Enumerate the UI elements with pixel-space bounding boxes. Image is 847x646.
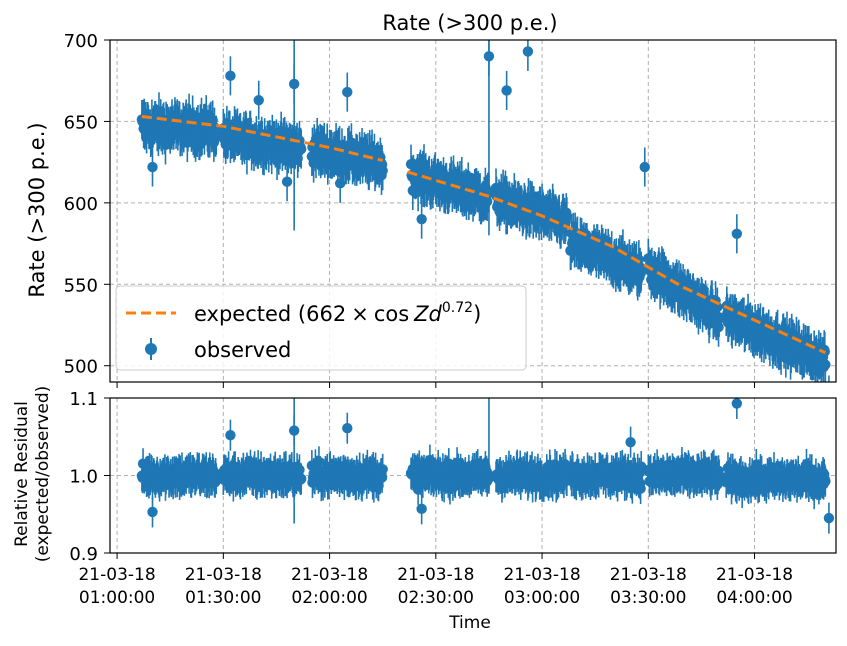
observed-point-marker [633, 254, 645, 265]
x-tick-label-date: 21-03-18 [78, 565, 155, 585]
observed-point-marker [643, 253, 654, 264]
observed-point-marker [418, 158, 430, 169]
expected-curve-segment [141, 115, 384, 162]
observed-point-marker [346, 137, 357, 148]
observed-point-marker [561, 211, 573, 222]
residual-y-axis-label-line1: Relative Residual [12, 401, 32, 547]
x-tick-label-time: 03:30:00 [610, 588, 686, 608]
residual-point-marker [820, 476, 831, 487]
observed-outlier-marker [483, 51, 495, 62]
observed-outlier-marker [342, 86, 353, 98]
legend-observed-marker [145, 343, 157, 355]
residual-outlier-marker [147, 506, 158, 518]
x-tick-label-date: 21-03-18 [397, 565, 474, 585]
residual-plot: 0.9 1.0 1.1 21-03-18 01:00:00 21-03-18 01:30:… [12, 386, 837, 633]
residual-point-marker [376, 472, 388, 483]
observed-point-marker [296, 143, 307, 155]
x-tick-label-time: 02:00:00 [291, 588, 367, 608]
residual-outlier-marker [823, 512, 835, 524]
rate-y-ticks: 500 550 600 650 700 [64, 31, 110, 378]
residual-outlier-marker [625, 436, 636, 448]
residual-y-tick-label: 1.0 [69, 467, 98, 488]
legend-observed-label: observed [194, 338, 291, 362]
observed-point-marker [713, 321, 724, 333]
observed-point-marker [405, 158, 417, 170]
expected-curve [141, 115, 827, 355]
residual-x-ticks: 21-03-18 01:00:00 21-03-18 01:30:00 21-03-18… [78, 553, 793, 608]
residual-y-tick-label: 1.1 [69, 389, 98, 410]
expected-curve-segment [407, 170, 827, 355]
residual-y-tick-label: 0.9 [69, 544, 98, 565]
legend-box [115, 285, 527, 371]
legend-close: ) [473, 302, 481, 326]
residual-outlier-marker [288, 425, 300, 436]
residual-outlier-marker [416, 503, 427, 515]
legend-times-symbol: × [351, 302, 369, 326]
residual-y-axis-label-line2: (expected/observed) [33, 386, 53, 563]
rate-title: Rate (>300 p.e.) [382, 11, 557, 35]
residual-point-marker [377, 464, 388, 475]
residual-point-marker [313, 456, 325, 468]
rate-y-tick-label: 550 [64, 275, 98, 296]
x-tick-label-time: 04:00:00 [716, 588, 792, 608]
observed-point-marker [712, 301, 723, 313]
rate-axes-frame [109, 39, 837, 383]
observed-point-marker [160, 139, 171, 151]
x-tick-label-date: 21-03-18 [291, 565, 368, 585]
observed-point-marker [377, 165, 388, 176]
residual-outlier-marker [342, 423, 353, 434]
observed-outlier-marker [522, 46, 534, 57]
rate-x-ticks [116, 382, 756, 388]
x-tick-label-time: 01:30:00 [185, 588, 261, 608]
residual-outlier-marker [225, 430, 236, 441]
observed-outlier-marker [731, 228, 743, 239]
rate-y-tick-label: 500 [64, 357, 98, 378]
rate-plot: 500 550 600 650 700 Rate (>300 p.e.) Rate (>… [25, 11, 837, 388]
rate-data-area [136, 40, 831, 382]
x-tick-label-date: 21-03-18 [716, 565, 793, 585]
x-tick-label-date: 21-03-18 [610, 565, 687, 585]
observed-outlier-marker [147, 161, 158, 173]
residual-outlier-marker [731, 398, 743, 409]
observed-outlier-marker [225, 70, 236, 82]
observed-point-marker [820, 359, 831, 370]
observed-outlier-marker [281, 176, 293, 187]
observed-point-marker [463, 176, 474, 188]
rate-y-axis-label: Rate (>300 p.e.) [25, 122, 49, 297]
x-tick-label-date: 21-03-18 [185, 565, 262, 585]
legend-expected-prefix: expected (662 [194, 302, 346, 326]
observed-outlier-marker [288, 78, 300, 90]
legend: expected (662 × cos Zd0.72) observed [115, 285, 527, 371]
observed-outlier-marker [416, 213, 427, 225]
residual-point-marker [443, 458, 454, 469]
residual-y-ticks: 0.9 1.0 1.1 [69, 389, 110, 565]
observed-outlier-marker [334, 178, 346, 189]
observed-outlier-marker [253, 95, 264, 106]
legend-exponent: 0.72 [442, 300, 473, 316]
residual-point-marker [424, 454, 436, 466]
legend-cos: cos [374, 302, 409, 326]
legend-zd: Zd [413, 302, 442, 326]
residual-point-marker [635, 483, 646, 494]
residual-points [136, 398, 835, 524]
residual-point-marker [296, 473, 307, 485]
observed-outlier-marker [501, 85, 512, 96]
observed-outlier-marker [639, 161, 650, 173]
residual-data-area [136, 398, 835, 534]
observed-point-marker [636, 265, 647, 277]
residual-point-marker [294, 464, 305, 476]
observed-point-marker [481, 196, 493, 207]
x-tick-label-date: 21-03-18 [503, 565, 580, 585]
rate-y-tick-label: 600 [64, 194, 98, 215]
x-tick-label-time: 01:00:00 [79, 588, 155, 608]
legend-expected-label: expected (662 × cos Zd0.72) [194, 300, 481, 326]
rate-y-tick-label: 650 [64, 112, 98, 133]
x-tick-label-time: 02:30:00 [398, 588, 474, 608]
rate-y-tick-label: 700 [64, 31, 98, 52]
observed-point-marker [187, 109, 198, 121]
x-tick-label-time: 03:00:00 [504, 588, 580, 608]
x-axis-label: Time [448, 613, 491, 633]
